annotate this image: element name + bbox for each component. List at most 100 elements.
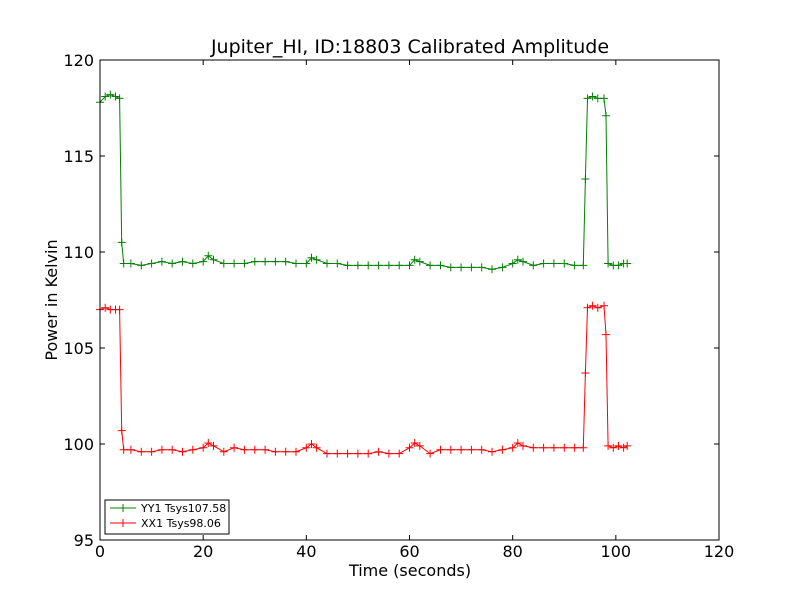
data-point-0-32 bbox=[364, 261, 373, 270]
data-point-0-53 bbox=[560, 259, 569, 268]
data-point-0-25 bbox=[302, 259, 311, 268]
data-point-1-30 bbox=[343, 449, 352, 458]
data-point-1-26 bbox=[307, 440, 316, 448]
y-axis-label: Power in Kelvin bbox=[42, 239, 61, 360]
data-point-1-19 bbox=[240, 445, 249, 454]
legend-label-yy1: YY1 Tsys107.58 bbox=[140, 502, 226, 515]
data-point-1-53 bbox=[560, 443, 569, 452]
y-tick-label: 105 bbox=[63, 339, 94, 358]
data-point-0-7 bbox=[126, 259, 135, 268]
legend-marker-yy1 bbox=[119, 504, 127, 512]
data-point-0-26 bbox=[307, 253, 316, 262]
data-point-1-66 bbox=[623, 441, 632, 450]
data-point-0-56 bbox=[581, 175, 590, 183]
data-point-1-60 bbox=[600, 301, 608, 310]
data-point-1-51 bbox=[539, 443, 548, 452]
data-point-1-36 bbox=[405, 443, 414, 452]
data-point-1-62 bbox=[604, 441, 613, 450]
data-point-0-1 bbox=[101, 92, 110, 101]
data-point-1-6 bbox=[119, 445, 128, 454]
data-point-0-35 bbox=[395, 261, 404, 270]
data-point-0-21 bbox=[261, 257, 270, 266]
data-point-1-16 bbox=[209, 441, 218, 450]
data-point-1-40 bbox=[436, 445, 445, 454]
x-tick-label: 100 bbox=[601, 542, 632, 561]
data-point-1-59 bbox=[593, 303, 602, 312]
data-point-0-61 bbox=[602, 111, 610, 120]
data-point-1-52 bbox=[549, 443, 558, 452]
legend-marker-xx1 bbox=[119, 519, 127, 527]
data-point-0-20 bbox=[250, 257, 259, 266]
data-point-0-41 bbox=[446, 263, 455, 272]
data-point-0-19 bbox=[240, 259, 249, 268]
data-point-0-9 bbox=[147, 259, 156, 268]
data-point-1-27 bbox=[312, 443, 321, 452]
data-point-1-50 bbox=[529, 443, 538, 452]
data-point-1-13 bbox=[188, 445, 197, 454]
data-point-0-48 bbox=[513, 255, 522, 264]
legend-label-xx1: XX1 Tsys98.06 bbox=[141, 517, 221, 530]
data-point-1-15 bbox=[204, 439, 213, 447]
data-point-0-13 bbox=[188, 259, 197, 268]
data-point-0-27 bbox=[312, 255, 321, 264]
data-point-1-31 bbox=[353, 449, 362, 458]
data-point-1-42 bbox=[457, 445, 466, 454]
data-point-0-28 bbox=[323, 259, 331, 268]
data-point-0-23 bbox=[281, 257, 290, 266]
data-point-0-15 bbox=[204, 251, 213, 260]
data-point-1-39 bbox=[426, 449, 435, 458]
x-tick-label: 20 bbox=[193, 542, 213, 561]
data-point-1-47 bbox=[508, 443, 517, 452]
data-point-1-48 bbox=[513, 439, 522, 447]
data-point-1-49 bbox=[519, 441, 527, 450]
x-axis-label: Time (seconds) bbox=[348, 561, 471, 580]
data-point-1-28 bbox=[323, 449, 331, 458]
data-point-1-64 bbox=[614, 441, 623, 450]
data-point-0-16 bbox=[209, 255, 218, 264]
data-point-0-60 bbox=[600, 94, 608, 103]
legend-box bbox=[104, 499, 230, 535]
data-point-1-22 bbox=[271, 447, 280, 456]
data-point-1-1 bbox=[101, 303, 110, 312]
data-point-1-38 bbox=[415, 441, 424, 450]
legend: YY1 Tsys107.58 XX1 Tsys98.06 bbox=[104, 499, 230, 535]
x-tick-label: 0 bbox=[95, 542, 105, 561]
y-tick-label: 120 bbox=[63, 51, 94, 70]
data-point-1-37 bbox=[410, 439, 419, 447]
data-point-0-54 bbox=[570, 261, 579, 270]
y-tick-label: 110 bbox=[63, 243, 94, 262]
axis-ticks: 0 20 40 60 80 100 120 95 100 105 110 115 120 bbox=[63, 51, 734, 561]
data-point-1-8 bbox=[137, 447, 146, 456]
y-tick-label: 115 bbox=[63, 147, 94, 166]
data-point-0-10 bbox=[157, 257, 166, 266]
data-point-0-8 bbox=[137, 261, 146, 270]
data-point-0-34 bbox=[384, 261, 393, 270]
data-point-1-12 bbox=[178, 447, 187, 456]
data-point-1-9 bbox=[147, 447, 156, 456]
data-point-1-7 bbox=[126, 445, 135, 454]
data-point-0-36 bbox=[405, 261, 414, 270]
data-point-0-4 bbox=[115, 94, 124, 103]
data-point-0-12 bbox=[178, 257, 187, 266]
data-point-1-4 bbox=[115, 305, 124, 314]
data-point-0-58 bbox=[588, 92, 597, 101]
data-point-1-20 bbox=[250, 445, 259, 454]
data-point-0-40 bbox=[436, 261, 445, 270]
data-point-0-17 bbox=[219, 259, 228, 268]
data-point-0-30 bbox=[343, 261, 352, 270]
data-point-0-33 bbox=[374, 261, 383, 270]
x-tick-label: 120 bbox=[704, 542, 735, 561]
data-point-1-46 bbox=[498, 445, 507, 454]
data-point-1-58 bbox=[588, 301, 597, 310]
data-point-0-11 bbox=[168, 259, 177, 268]
data-point-0-3 bbox=[111, 92, 120, 101]
data-point-1-24 bbox=[292, 447, 300, 456]
data-point-1-55 bbox=[579, 443, 588, 452]
data-point-1-43 bbox=[467, 445, 476, 454]
data-point-1-54 bbox=[570, 443, 579, 452]
x-tick-label: 80 bbox=[502, 542, 522, 561]
data-point-0-42 bbox=[457, 263, 466, 272]
data-point-1-65 bbox=[619, 443, 628, 452]
data-point-1-10 bbox=[157, 445, 166, 454]
